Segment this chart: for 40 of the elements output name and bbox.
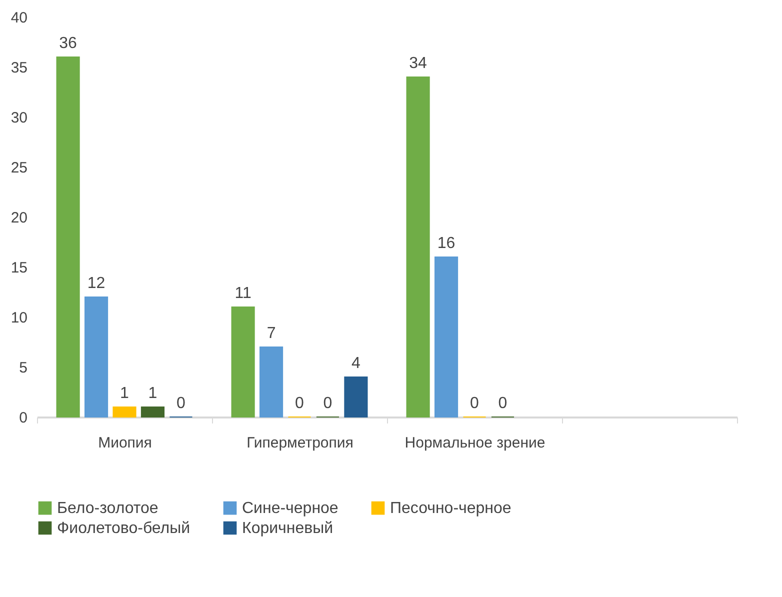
x-tick-label: Гиперметропия bbox=[246, 434, 354, 452]
bar bbox=[406, 76, 430, 418]
data-label: 1 bbox=[120, 385, 130, 402]
bar bbox=[84, 296, 108, 418]
data-label: 0 bbox=[470, 395, 480, 412]
data-label: 36 bbox=[59, 35, 78, 52]
y-tick-label: 20 bbox=[10, 210, 28, 226]
data-label: 16 bbox=[437, 235, 456, 252]
x-tick-label: Миопия bbox=[98, 434, 152, 452]
x-tick-label: Нормальное зрение bbox=[404, 434, 546, 452]
y-tick-label: 35 bbox=[10, 60, 28, 76]
data-label: 34 bbox=[409, 55, 428, 72]
bar bbox=[344, 376, 368, 418]
bar bbox=[259, 346, 284, 418]
bar bbox=[140, 406, 165, 418]
bar bbox=[112, 406, 136, 418]
legend-label: Фиолетово-белый bbox=[57, 520, 190, 537]
legend-label: Коричневый bbox=[242, 520, 334, 537]
data-label: 1 bbox=[148, 385, 158, 402]
legend-label: Бело-золотое bbox=[57, 500, 158, 518]
legend-label: Песочно-черное bbox=[390, 500, 512, 518]
bar bbox=[434, 256, 458, 418]
data-label: 0 bbox=[323, 395, 332, 412]
data-label: 12 bbox=[87, 275, 106, 292]
y-tick-label: 10 bbox=[10, 310, 28, 326]
data-label: 0 bbox=[176, 395, 186, 412]
data-label: 7 bbox=[266, 325, 276, 342]
y-tick-label: 15 bbox=[10, 260, 28, 276]
y-tick-label: 25 bbox=[10, 160, 28, 176]
y-tick-label: 30 bbox=[10, 110, 28, 126]
data-label: 4 bbox=[352, 355, 360, 372]
data-label: 11 bbox=[234, 285, 252, 302]
y-tick-label: 5 bbox=[19, 360, 28, 376]
data-label: 0 bbox=[295, 395, 304, 412]
bar bbox=[231, 306, 255, 418]
y-tick-label: 40 bbox=[10, 10, 28, 26]
data-label: 0 bbox=[498, 395, 508, 412]
legend-label: Сине-черное bbox=[242, 500, 338, 518]
y-tick-label: 0 bbox=[19, 410, 28, 426]
bar bbox=[56, 56, 80, 418]
